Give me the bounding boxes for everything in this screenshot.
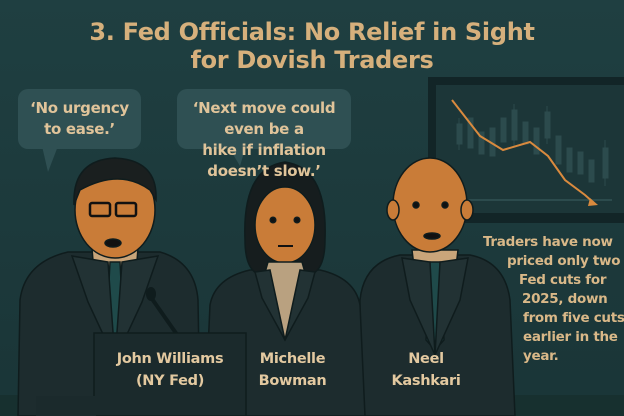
name-line: Bowman: [258, 373, 327, 389]
affiliation-line: (NY Fed): [135, 373, 205, 389]
quote-line: ‘Next move could even be a: [192, 99, 336, 138]
note-line: Traders have now: [483, 234, 613, 250]
speech-bubbles: [18, 89, 351, 172]
note-line: from five cuts: [523, 310, 624, 326]
note-line: year.: [523, 348, 559, 364]
name-label-john-williams: John Williams (NY Fed): [100, 348, 240, 392]
note-line: Fed cuts for: [519, 272, 607, 288]
name-line: John Williams: [116, 351, 224, 367]
figure-michelle-bowman: [204, 161, 366, 416]
name-label-neel-kashkari: Neel Kashkari: [380, 348, 472, 392]
name-line: Kashkari: [391, 373, 461, 389]
note-line: earlier in the: [523, 329, 618, 345]
quote-bubble-williams: ‘No urgency to ease.’: [18, 98, 141, 140]
quote-bubble-bowman: ‘Next move could even be a hike if infla…: [172, 98, 356, 182]
trader-pricing-note: Traders have now priced only two Fed cut…: [483, 233, 624, 366]
name-line: Michelle: [259, 351, 326, 367]
figure-neel-kashkari: [359, 157, 516, 416]
quote-line: to ease.’: [44, 120, 115, 138]
podium: [36, 287, 247, 416]
page-title-line-2: for Dovish Traders: [190, 46, 434, 74]
name-line: Neel: [408, 351, 444, 367]
page-title-line-1: 3. Fed Officials: No Relief in Sight: [89, 18, 535, 46]
quote-line: hike if inflation doesn’t slow.’: [202, 141, 326, 180]
quote-line: ‘No urgency: [30, 99, 129, 117]
market-chart-monitor: [428, 77, 624, 223]
name-label-michelle-bowman: Michelle Bowman: [245, 348, 340, 392]
note-line: priced only two: [507, 253, 621, 269]
note-line: 2025, down: [522, 291, 608, 307]
